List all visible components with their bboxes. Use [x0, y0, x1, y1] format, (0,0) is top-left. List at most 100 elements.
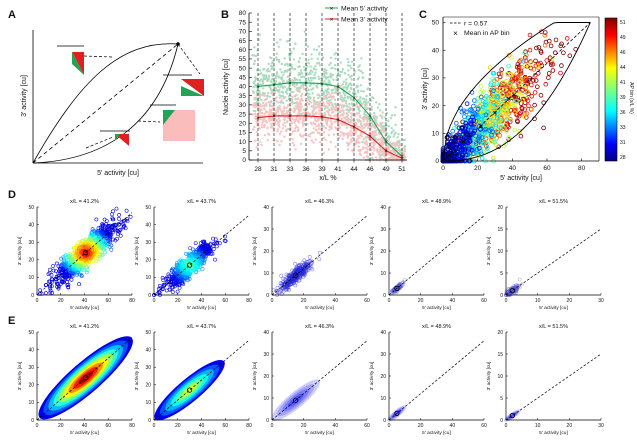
panel-b-nucleus-point [280, 76, 284, 79]
panel-b-nucleus-point [339, 110, 343, 113]
panel-b-nucleus-point [322, 103, 325, 106]
cell-point [50, 290, 55, 295]
panel-c-ytick-label: 40 [432, 47, 440, 54]
panel-b-nucleus-point [259, 104, 262, 108]
panel-c-nucleus-point [476, 135, 482, 141]
subplot-title: x/L = 43.7% [187, 199, 216, 205]
panel-b-nucleus-point [387, 125, 391, 128]
panel-b-nucleus-point [374, 120, 377, 123]
panel-b-nucleus-point [365, 155, 369, 158]
panel-b-nucleus-point [262, 118, 265, 121]
panel-c-nucleus-point [538, 93, 544, 98]
panel-b-nucleus-point [272, 127, 275, 130]
panel-c-nucleus-point [462, 114, 467, 119]
panel-b-nucleus-point [372, 112, 376, 115]
panel-letter-c: C [419, 9, 427, 21]
panel-b-nucleus-point [284, 125, 287, 128]
cell-point [174, 272, 178, 276]
panel-b-nucleus-point [340, 70, 344, 73]
panel-b-nucleus-point [385, 111, 389, 115]
panel-b-nucleus-point [351, 149, 354, 152]
panel-c-nucleus-point [498, 100, 504, 106]
panel-b-nucleus-point [279, 86, 282, 89]
cell-point [101, 238, 106, 243]
panel-b-nucleus-point [345, 108, 348, 111]
panel-c-nucleus-point [449, 150, 454, 156]
panel-c-nucleus-point [494, 81, 500, 86]
cell-point [185, 276, 190, 281]
panel-b-nucleus-point [284, 95, 287, 99]
panel-b-nucleus-point [312, 108, 315, 111]
panel-b-nucleus-point [381, 111, 384, 114]
panel-b-nucleus-point [274, 86, 278, 90]
panel-b-nucleus-point [292, 83, 295, 86]
panel-c-nucleus-point [478, 84, 484, 89]
cell-point [111, 209, 115, 214]
panel-b-nucleus-point [302, 65, 306, 69]
panel-b-nucleus-point [280, 140, 283, 143]
cell-point [48, 267, 53, 272]
panel-c-nucleus-point [532, 102, 537, 108]
panel-b-nucleus-point [366, 126, 370, 130]
panel-b-nucleus-point [314, 103, 317, 106]
panel-c-nucleus-point [498, 71, 504, 77]
cell-point [171, 285, 176, 290]
panel-b-nucleus-point [344, 101, 348, 105]
cell-point [194, 258, 199, 262]
panel-b-nucleus-point [370, 131, 373, 134]
series-point-5prime: × [384, 139, 388, 146]
panel-b-nucleus-point [253, 46, 256, 49]
panel-b-nucleus-point [260, 93, 264, 97]
cell-point [61, 268, 66, 272]
cell-point [84, 237, 89, 242]
panel-b-nucleus-point [357, 135, 360, 138]
panel-b-nucleus-point [322, 90, 326, 94]
cell-point [178, 275, 183, 279]
series-point-3prime: × [368, 133, 372, 140]
panel-b-nucleus-point [305, 105, 309, 109]
panel-b-nucleus-point [298, 121, 301, 124]
panel-b-nucleus-point [381, 121, 384, 125]
panel-c-nucleus-point [493, 142, 499, 148]
panel-b-nucleus-point [343, 94, 347, 97]
panel-b-nucleus-point [370, 99, 373, 102]
cell-point [186, 271, 190, 276]
panel-b-nucleus-point [343, 72, 346, 75]
panel-b-nucleus-point [306, 45, 310, 48]
panel-b-nucleus-point [329, 61, 332, 65]
panel-b-nucleus-point [296, 78, 299, 81]
panel-b-nucleus-point [290, 102, 294, 105]
panel-b-nucleus-point [356, 78, 360, 81]
panel-b-nucleus-point [350, 60, 354, 64]
cell-point [111, 237, 116, 242]
panel-b-nucleus-point [325, 118, 329, 121]
panel-c-nucleus-point [529, 94, 535, 99]
panel-b-nucleus-point [367, 87, 370, 90]
legend-label-mean: Mean in AP bin [464, 30, 510, 37]
cell-point [211, 247, 216, 252]
panel-c-nucleus-point [461, 108, 467, 114]
panel-c-nucleus-point [538, 48, 544, 54]
panel-b-nucleus-point [302, 83, 305, 86]
panel-b-nucleus-point [340, 94, 343, 98]
panel-a: 5' activity [cu] 3' activity [cu] [21, 30, 204, 177]
panel-b-nucleus-point [253, 96, 256, 100]
panel-c-nucleus-point [498, 108, 503, 113]
panel-a-xlabel: 5' activity [cu] [97, 170, 139, 177]
cell-point [70, 257, 74, 262]
panel-b-ytick-label: 35 [239, 93, 247, 100]
panel-b-nucleus-point [252, 128, 255, 131]
panel-b-nucleus-point [355, 138, 358, 142]
panel-c-nucleus-point [493, 103, 499, 109]
panel-b-nucleus-point [318, 64, 321, 67]
panel-b-nucleus-point [254, 139, 257, 142]
panel-c-ylabel: 3' activity [cu] [422, 68, 429, 110]
panel-b-nucleus-point [386, 119, 390, 123]
cell-point [198, 262, 203, 267]
panel-b-nucleus-point [328, 128, 331, 131]
panel-b-nucleus-point [307, 98, 310, 102]
panel-c-nucleus-point [467, 132, 473, 138]
panel-b-nucleus-point [363, 100, 366, 104]
